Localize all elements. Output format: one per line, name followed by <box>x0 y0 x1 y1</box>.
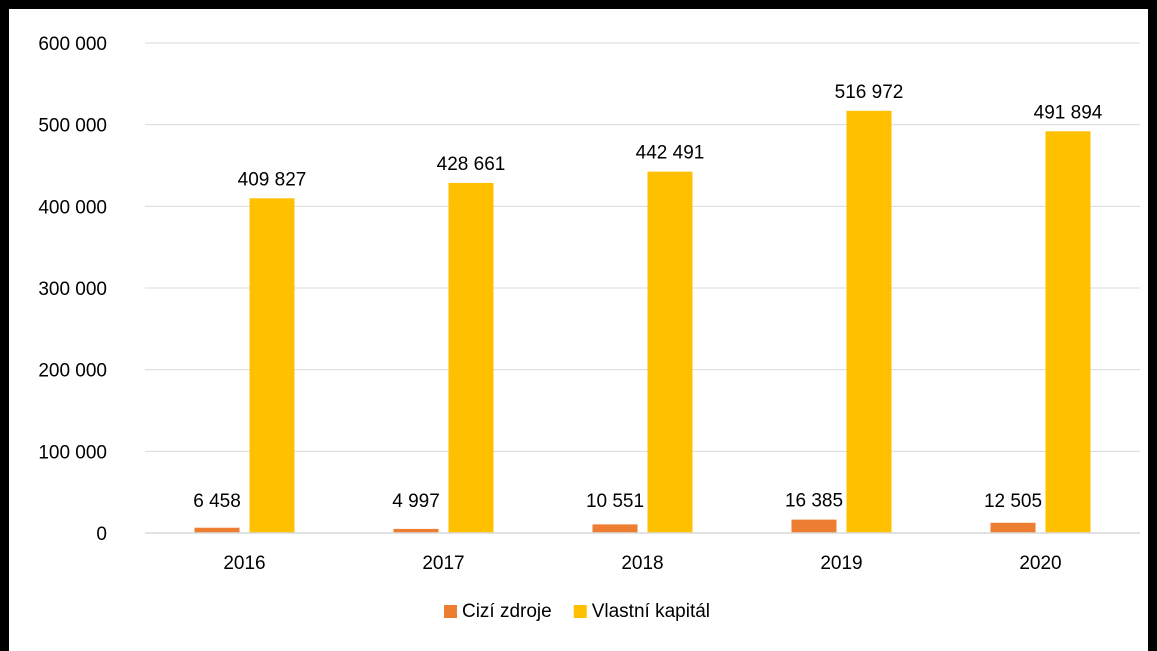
bar-cizi-zdroje-2020 <box>990 522 1036 533</box>
gridlines <box>145 42 1140 452</box>
x-axis: 2016 2017 2018 2019 2020 <box>145 532 1140 574</box>
bar-vlastni-kapital-2016 <box>249 198 295 533</box>
y-tick-label: 500 000 <box>38 116 107 137</box>
data-label: 4 997 <box>392 491 440 512</box>
bar-vlastni-kapital-2018 <box>647 171 693 533</box>
bar-cizi-zdroje-2016 <box>194 527 240 533</box>
y-tick-label: 200 000 <box>38 361 107 382</box>
bar-cizi-zdroje-2018 <box>592 524 638 533</box>
y-tick-label: 0 <box>96 524 107 545</box>
y-tick-label: 400 000 <box>38 197 107 218</box>
data-label: 491 894 <box>1034 102 1103 123</box>
legend-swatch <box>573 605 587 618</box>
data-label: 10 551 <box>586 491 644 512</box>
data-label: 516 972 <box>835 82 904 103</box>
y-tick-label: 600 000 <box>38 34 107 55</box>
y-tick-label: 300 000 <box>38 279 107 300</box>
x-tick-label: 2018 <box>621 553 663 574</box>
data-label: 16 385 <box>785 491 843 512</box>
data-label: 6 458 <box>193 491 241 512</box>
bar-vlastni-kapital-2020 <box>1045 131 1091 533</box>
data-labels: 6 458 409 827 4 997 428 661 10 551 442 491 16 … <box>193 82 1103 512</box>
y-axis: 0 100 000 200 000 300 000 400 000 500 000 600 … <box>38 34 107 545</box>
data-label: 442 491 <box>636 143 705 164</box>
x-tick-label: 2017 <box>422 553 464 574</box>
bars <box>194 110 1091 533</box>
bar-cizi-zdroje-2017 <box>393 528 439 533</box>
legend: Cizí zdroje Vlastní kapitál <box>443 601 710 622</box>
x-tick-label: 2020 <box>1019 553 1061 574</box>
x-tick-label: 2019 <box>820 553 862 574</box>
legend-label: Cizí zdroje <box>462 601 552 622</box>
legend-label: Vlastní kapitál <box>592 601 710 622</box>
data-label: 409 827 <box>238 169 307 190</box>
bar-cizi-zdroje-2019 <box>791 519 837 533</box>
data-label: 428 661 <box>437 154 506 175</box>
bar-vlastni-kapital-2019 <box>846 110 892 533</box>
legend-swatch <box>443 605 457 618</box>
y-tick-label: 100 000 <box>38 442 107 463</box>
data-label: 12 505 <box>984 491 1042 512</box>
x-tick-label: 2016 <box>223 553 265 574</box>
bar-vlastni-kapital-2017 <box>448 182 494 533</box>
